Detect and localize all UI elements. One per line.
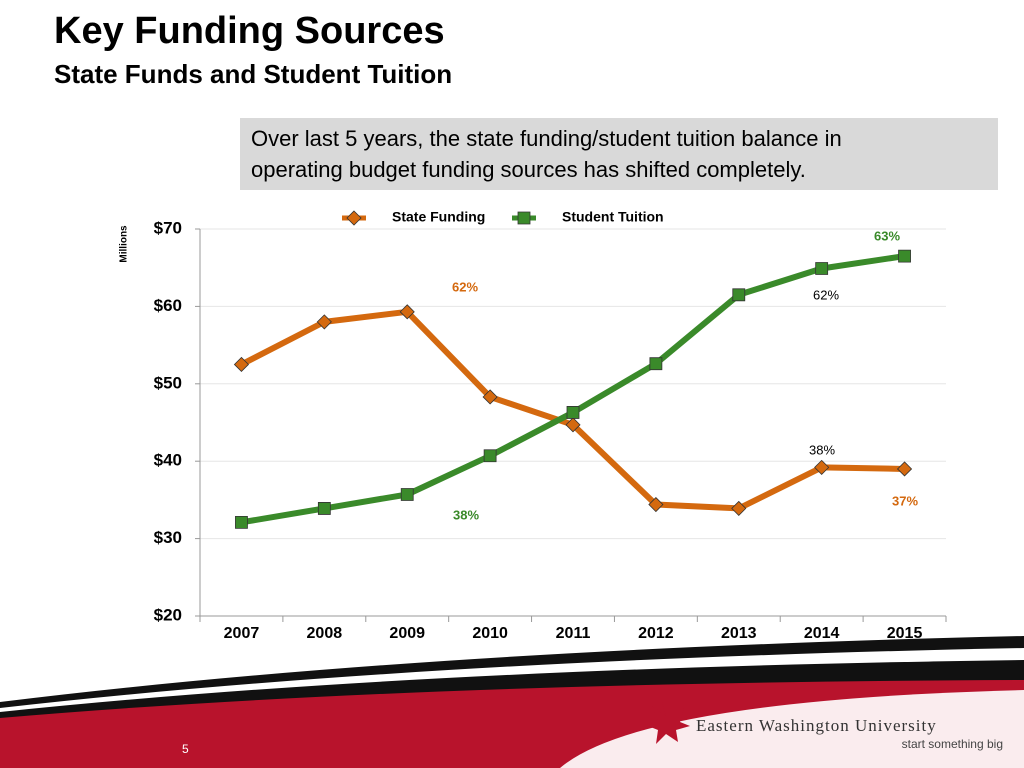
marker <box>399 304 415 320</box>
legend-label: State Funding <box>392 209 485 225</box>
annotation: 38% <box>453 507 479 522</box>
y-tick-label: $50 <box>154 373 182 392</box>
slide-subtitle: State Funds and Student Tuition <box>54 59 452 89</box>
y-tick-label: $30 <box>154 528 182 547</box>
logo-eagle <box>648 702 690 744</box>
logo-tagline: start something big <box>902 737 1003 751</box>
legend-label: Student Tuition <box>562 209 664 225</box>
x-tick-label: 2010 <box>472 625 508 642</box>
marker <box>731 500 747 516</box>
y-axis-label: Millions <box>119 225 130 263</box>
marker <box>649 357 663 371</box>
x-tick-label: 2007 <box>224 625 260 642</box>
marker <box>400 488 414 501</box>
marker <box>483 449 497 463</box>
marker <box>648 496 664 513</box>
annotation: 37% <box>892 493 918 508</box>
x-tick-label: 2015 <box>887 625 923 642</box>
page-number: 5 <box>182 742 189 756</box>
marker <box>732 288 746 302</box>
logo-name: Eastern Washington University <box>696 716 937 735</box>
y-tick-label: $70 <box>154 218 182 237</box>
callout-text: operating budget funding sources has shi… <box>251 157 806 182</box>
marker <box>565 417 581 433</box>
annotation: 62% <box>813 287 839 302</box>
y-tick-label: $40 <box>154 451 182 470</box>
marker <box>815 262 829 275</box>
y-tick-label: $20 <box>154 605 182 624</box>
marker <box>346 210 362 226</box>
callout-box <box>240 118 998 190</box>
callout-text: Over last 5 years, the state funding/stu… <box>251 126 842 151</box>
annotation: 62% <box>452 279 478 294</box>
slide-title: Key Funding Sources <box>54 10 445 52</box>
marker <box>316 314 332 330</box>
footer-light <box>560 690 1024 768</box>
series-line <box>240 253 905 526</box>
marker <box>814 459 830 475</box>
marker <box>317 502 331 515</box>
x-tick-label: 2011 <box>556 625 591 642</box>
x-tick-label: 2013 <box>721 625 757 642</box>
annotation: 63% <box>874 228 900 243</box>
marker <box>233 356 250 373</box>
marker <box>235 515 248 529</box>
plot: $20 $30 $40 $50 $60 $70 2007 2008 2009 2010 2011 20… <box>154 209 947 642</box>
marker <box>896 461 913 477</box>
annotation: 38% <box>809 442 835 457</box>
x-tick-label: 2009 <box>389 625 425 642</box>
marker <box>517 211 531 225</box>
x-tick-label: 2014 <box>804 625 840 642</box>
marker <box>898 249 911 263</box>
x-tick-label: 2012 <box>638 625 674 642</box>
marker <box>482 389 498 405</box>
y-tick-label: $60 <box>154 296 182 315</box>
marker <box>566 406 580 419</box>
x-tick-label: 2008 <box>307 625 343 642</box>
